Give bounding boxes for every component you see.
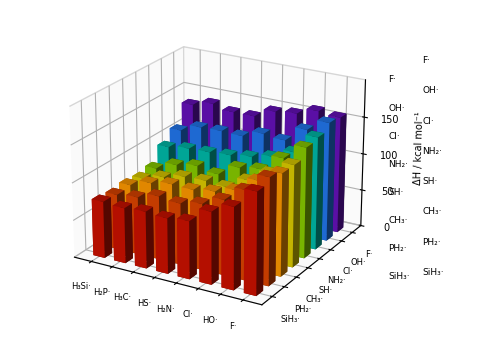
Text: SH·: SH· <box>422 177 438 186</box>
Text: F·: F· <box>422 56 431 65</box>
Text: CH₃·: CH₃· <box>422 207 442 216</box>
Text: OH·: OH· <box>388 104 405 112</box>
Text: Cl·: Cl· <box>388 132 400 141</box>
Text: SiH₃·: SiH₃· <box>422 268 444 277</box>
Text: SiH₃·: SiH₃· <box>388 272 410 282</box>
Text: OH·: OH· <box>422 86 439 95</box>
Text: CH₃·: CH₃· <box>388 216 408 225</box>
Text: SH·: SH· <box>388 188 404 197</box>
Text: F·: F· <box>388 75 396 84</box>
Text: NH₂·: NH₂· <box>422 147 443 156</box>
Text: PH₂·: PH₂· <box>388 244 407 253</box>
Text: NH₂·: NH₂· <box>388 160 408 169</box>
Text: Cl·: Cl· <box>422 116 434 126</box>
Text: PH₂·: PH₂· <box>422 237 441 247</box>
